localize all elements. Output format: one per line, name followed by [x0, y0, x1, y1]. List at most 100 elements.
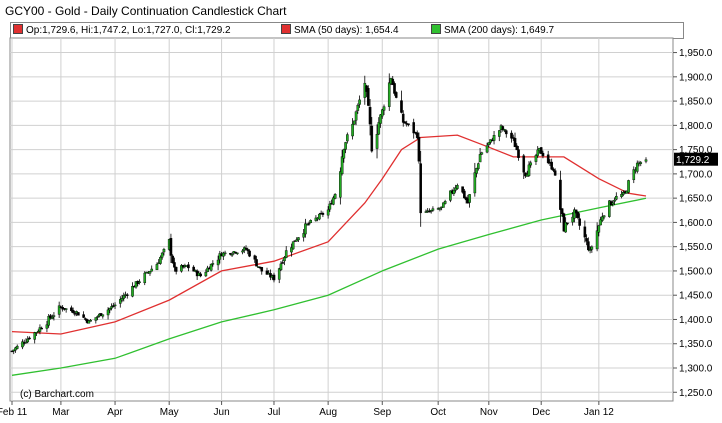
candle-body — [204, 272, 208, 277]
sma50-layer — [11, 134, 647, 335]
candle-body — [585, 238, 588, 242]
candle — [431, 206, 435, 212]
candle-body — [485, 145, 489, 153]
candle-body — [206, 267, 209, 272]
last-price-label: 1,729.2 — [676, 155, 710, 166]
candle — [527, 161, 531, 177]
candle — [461, 186, 464, 194]
candle — [412, 118, 416, 139]
candle — [328, 200, 332, 212]
candle-body — [52, 315, 56, 317]
candle — [429, 209, 433, 214]
candle-body — [601, 216, 604, 221]
candle-body — [501, 126, 505, 130]
y-tick-label: 1,750.0 — [679, 145, 713, 156]
candle — [244, 245, 248, 251]
candle — [387, 73, 391, 111]
candle-body — [120, 298, 124, 301]
candle-body — [438, 208, 442, 210]
candle — [326, 206, 330, 219]
candle-body — [356, 104, 360, 111]
candle-body — [75, 311, 78, 314]
candle — [241, 248, 244, 255]
candle-body — [15, 345, 19, 349]
candle — [94, 317, 98, 324]
candle-body — [510, 132, 513, 139]
candle — [510, 130, 513, 143]
candle-body — [10, 350, 14, 353]
candle — [590, 245, 594, 253]
candle — [304, 218, 307, 238]
candle — [353, 120, 356, 125]
candle-body — [87, 320, 91, 324]
candle-body — [106, 309, 110, 316]
sma200-line — [11, 197, 647, 376]
candle — [377, 117, 381, 135]
candle — [206, 265, 209, 273]
candle — [297, 237, 300, 243]
candle — [394, 91, 398, 99]
candle — [260, 267, 264, 275]
candle — [442, 202, 445, 208]
candle — [417, 132, 421, 164]
candle-body — [419, 163, 422, 214]
candle-body — [382, 106, 386, 111]
candle-body — [595, 230, 599, 250]
candle-body — [47, 316, 50, 326]
candle — [40, 326, 43, 330]
candle — [339, 167, 342, 205]
candle-body — [380, 109, 384, 117]
candle — [368, 98, 372, 136]
candle-body — [492, 135, 496, 141]
candle-body — [346, 134, 349, 142]
candle-body — [403, 121, 407, 124]
candle-body — [24, 341, 28, 344]
candle-body — [576, 211, 580, 218]
candle — [211, 260, 215, 267]
candle — [118, 296, 122, 308]
candle-body — [277, 268, 281, 280]
y-tick-label: 1,550.0 — [679, 242, 713, 253]
candle — [613, 197, 616, 206]
candle — [333, 193, 337, 200]
candle-body — [566, 222, 569, 225]
candle — [281, 259, 285, 264]
candle-body — [230, 254, 234, 256]
candle — [578, 213, 581, 230]
candle — [449, 190, 452, 203]
candle-body — [503, 129, 506, 131]
candle — [36, 329, 40, 333]
candle-body — [449, 190, 452, 201]
candle — [73, 311, 77, 317]
candle-body — [14, 347, 17, 351]
candle — [222, 251, 225, 261]
candle — [536, 146, 540, 158]
candle — [33, 331, 37, 344]
candle — [314, 215, 318, 222]
candle — [321, 211, 325, 218]
candle — [443, 199, 447, 205]
candle-body — [216, 259, 220, 266]
candle-body — [180, 265, 183, 272]
x-tick-label: Aug — [319, 407, 337, 418]
candle-body — [529, 162, 533, 166]
candle — [150, 265, 154, 272]
last-price-box — [674, 152, 718, 166]
candle-body — [281, 262, 285, 264]
candle-body — [38, 327, 42, 332]
candle-body — [45, 324, 49, 329]
candle-body — [342, 149, 346, 159]
candle-body — [473, 172, 477, 194]
candle — [38, 324, 42, 335]
candle-body — [64, 308, 68, 310]
candle — [101, 314, 105, 319]
candle-body — [108, 307, 112, 311]
candle — [391, 75, 395, 86]
candle-body — [265, 270, 269, 275]
candle — [15, 344, 19, 350]
candle — [12, 349, 16, 355]
candle-body — [417, 136, 421, 162]
candle — [134, 281, 138, 289]
candle-body — [71, 310, 75, 313]
sma50-swatch — [281, 24, 291, 34]
